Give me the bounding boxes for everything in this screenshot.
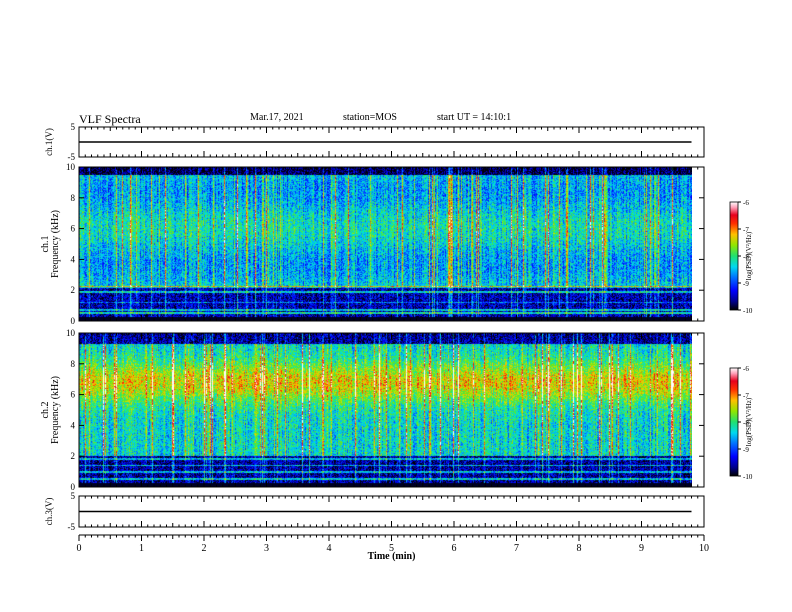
y-axis-label: ch.1(V) <box>44 128 54 156</box>
x-tick-label: 10 <box>699 543 709 554</box>
x-tick-label: 5 <box>389 543 394 554</box>
y-tick-label: 10 <box>66 328 76 338</box>
colorbar-tick-label: -8 <box>743 253 749 261</box>
colorbar <box>729 367 739 477</box>
y-tick-label: 5 <box>71 122 76 132</box>
y-tick-label: 2 <box>71 285 76 295</box>
y-axis-label: Frequency (kHz) <box>50 376 61 444</box>
colorbar-tick-label: -7 <box>743 226 749 234</box>
y-tick-label: 5 <box>71 491 76 501</box>
y-axis-label: ch.2 <box>40 402 51 419</box>
colorbar-tick-label: -9 <box>743 280 749 288</box>
start-time-label: start UT = 14:10:1 <box>437 112 512 123</box>
y-tick-label: -5 <box>68 152 76 162</box>
x-tick-label: 0 <box>77 543 82 554</box>
colorbar-tick-label: -10 <box>743 307 753 315</box>
x-axis-label: Time (min) <box>368 551 416 562</box>
y-axis-label: Frequency (kHz) <box>50 210 61 278</box>
y-tick-label: 0 <box>71 316 76 326</box>
colorbar <box>729 201 739 311</box>
y-tick-label: 8 <box>71 193 76 203</box>
colorbar-tick-label: -6 <box>743 199 749 207</box>
y-tick-label: 2 <box>71 451 76 461</box>
x-tick-label: 3 <box>264 543 269 554</box>
y-tick-label: 4 <box>71 254 76 264</box>
y-axis-label: ch.1 <box>40 236 51 253</box>
colorbar-tick-label: -7 <box>743 392 749 400</box>
colorbar-tick-label: -9 <box>743 446 749 454</box>
spectrogram-image <box>79 167 692 321</box>
colorbar-label: log(PSD)(V²/Hz) <box>745 397 753 446</box>
y-tick-label: 8 <box>71 359 76 369</box>
colorbar-tick-label: -10 <box>743 473 753 481</box>
y-tick-label: -5 <box>68 522 76 532</box>
date-label: Mar.17, 2021 <box>250 112 304 123</box>
colorbar-tick-label: -8 <box>743 419 749 427</box>
x-tick-label: 6 <box>452 543 457 554</box>
x-tick-label: 9 <box>639 543 644 554</box>
x-tick-label: 2 <box>202 543 207 554</box>
y-tick-label: 10 <box>66 162 76 172</box>
x-tick-label: 1 <box>139 543 144 554</box>
colorbar-label: log(PSD)(V²/Hz) <box>745 231 753 280</box>
y-tick-label: 0 <box>71 482 76 492</box>
y-tick-label: 6 <box>71 224 76 234</box>
y-axis-label: ch.3(V) <box>44 498 54 526</box>
colorbar-tick-label: -6 <box>743 365 749 373</box>
figure-title: VLF Spectra <box>79 112 141 126</box>
station-label: station=MOS <box>343 112 397 123</box>
x-tick-label: 4 <box>327 543 332 554</box>
x-tick-label: 8 <box>577 543 582 554</box>
y-tick-label: 6 <box>71 390 76 400</box>
spectrogram-image <box>79 333 692 487</box>
x-tick-label: 7 <box>514 543 519 554</box>
y-tick-label: 4 <box>71 420 76 430</box>
